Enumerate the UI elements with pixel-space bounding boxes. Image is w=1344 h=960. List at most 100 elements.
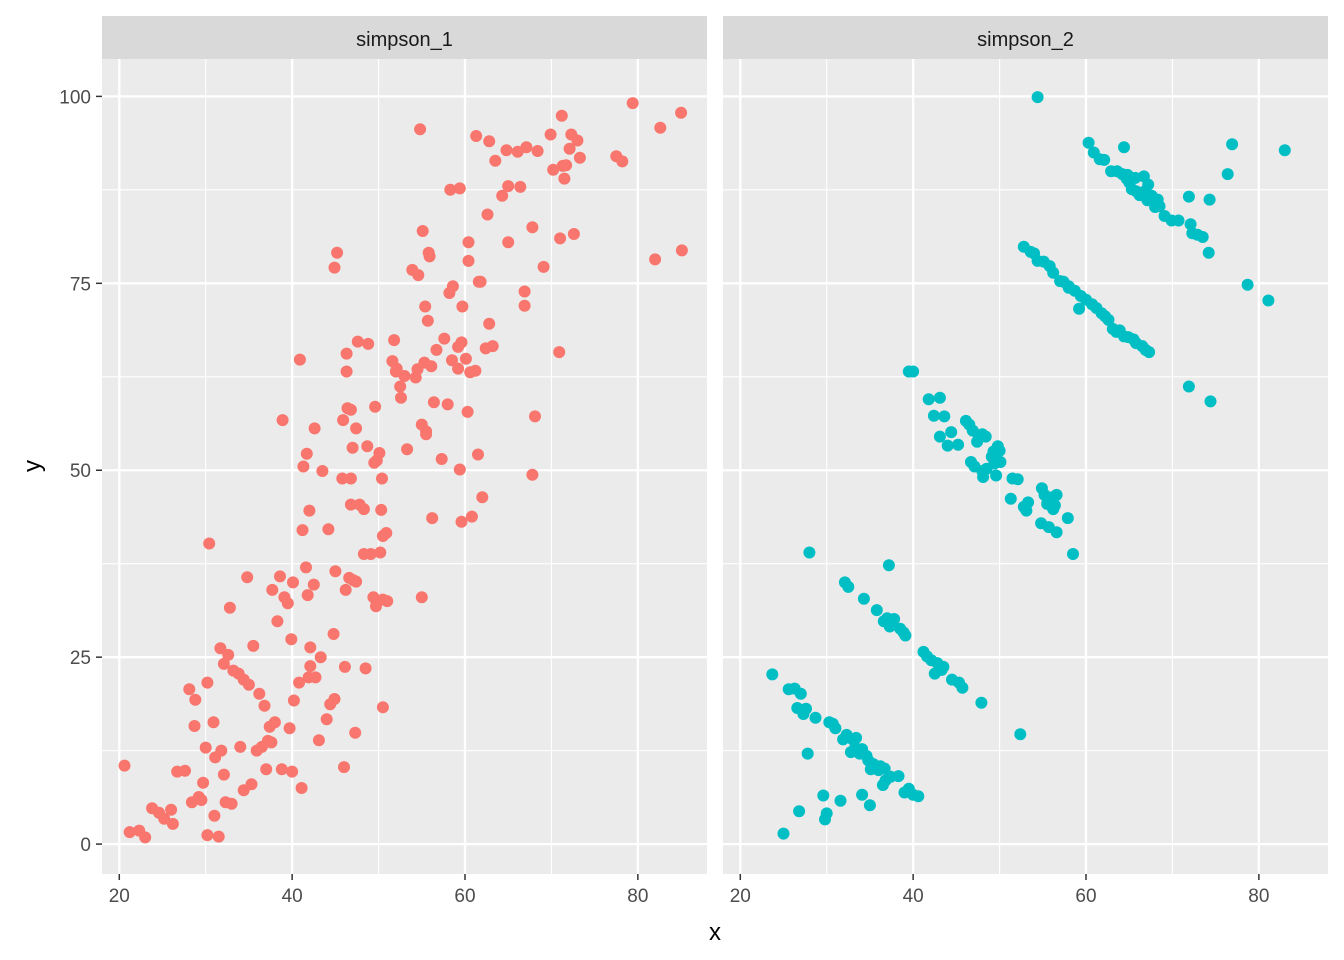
data-point bbox=[1102, 313, 1115, 326]
data-point bbox=[1014, 728, 1027, 741]
data-point bbox=[314, 651, 327, 664]
facet-strip-simpson-2 bbox=[723, 16, 1328, 59]
data-point bbox=[979, 430, 992, 443]
x-tick-label: 80 bbox=[627, 886, 648, 907]
data-point bbox=[446, 280, 459, 293]
data-point bbox=[312, 734, 325, 747]
data-point bbox=[1153, 200, 1166, 213]
data-point bbox=[446, 354, 458, 367]
data-point bbox=[350, 575, 363, 588]
data-point bbox=[834, 794, 847, 807]
data-point bbox=[266, 583, 279, 596]
data-point bbox=[1011, 473, 1024, 486]
data-point bbox=[212, 830, 225, 843]
data-point bbox=[675, 244, 688, 257]
data-point bbox=[320, 713, 333, 726]
data-point bbox=[295, 782, 308, 794]
data-point bbox=[364, 548, 377, 560]
data-point bbox=[1196, 231, 1209, 243]
data-point bbox=[242, 678, 255, 691]
data-point bbox=[375, 503, 388, 516]
data-point bbox=[1067, 548, 1079, 560]
data-point bbox=[544, 128, 557, 141]
data-point bbox=[304, 641, 317, 654]
data-point bbox=[309, 671, 322, 684]
data-point bbox=[208, 809, 221, 822]
data-point bbox=[1022, 496, 1035, 509]
data-point bbox=[301, 589, 314, 602]
data-point bbox=[1050, 526, 1063, 539]
data-point bbox=[1098, 153, 1111, 166]
data-point bbox=[427, 396, 440, 409]
data-point bbox=[225, 797, 238, 810]
data-point bbox=[287, 576, 299, 589]
data-point bbox=[927, 409, 940, 422]
data-point bbox=[518, 285, 531, 298]
data-point bbox=[337, 414, 350, 427]
points-simpson-1 bbox=[118, 97, 688, 844]
x-axis-simpson-1: 20 40 60 80 bbox=[109, 874, 648, 907]
data-point bbox=[329, 565, 342, 578]
data-point bbox=[514, 180, 527, 193]
data-point bbox=[975, 696, 988, 709]
data-point bbox=[203, 537, 216, 550]
data-point bbox=[338, 660, 351, 673]
facet-simpson-1: simpson_1 bbox=[102, 16, 707, 874]
data-point bbox=[456, 300, 469, 313]
data-point bbox=[165, 803, 178, 816]
data-point bbox=[423, 250, 436, 263]
data-point bbox=[560, 159, 573, 172]
data-point bbox=[415, 591, 428, 604]
data-point bbox=[453, 182, 466, 195]
data-point bbox=[554, 232, 567, 245]
data-point bbox=[336, 472, 349, 485]
data-point bbox=[526, 221, 539, 234]
data-point bbox=[571, 134, 584, 147]
data-point bbox=[462, 236, 475, 249]
data-point bbox=[842, 580, 855, 593]
data-point bbox=[217, 657, 230, 670]
data-point bbox=[183, 683, 196, 696]
data-point bbox=[1202, 246, 1215, 259]
data-point bbox=[344, 403, 357, 416]
data-point bbox=[481, 208, 494, 221]
data-point bbox=[285, 633, 298, 646]
data-point bbox=[952, 438, 965, 451]
data-point bbox=[888, 613, 901, 625]
data-point bbox=[247, 639, 260, 652]
panel-background-simpson-2 bbox=[723, 59, 1328, 874]
data-point bbox=[265, 736, 278, 749]
data-point bbox=[573, 151, 586, 164]
data-point bbox=[937, 660, 950, 673]
data-point bbox=[496, 189, 509, 202]
data-point bbox=[1184, 218, 1197, 231]
data-point bbox=[426, 512, 439, 525]
data-point bbox=[197, 776, 210, 789]
facet-strip-label-simpson-2: simpson_2 bbox=[977, 29, 1074, 51]
data-point bbox=[452, 362, 465, 375]
data-point bbox=[654, 121, 667, 134]
data-point bbox=[179, 764, 191, 777]
data-point bbox=[322, 523, 335, 536]
data-point bbox=[339, 583, 352, 596]
data-point bbox=[316, 465, 329, 477]
data-point bbox=[441, 398, 454, 411]
data-point bbox=[941, 439, 954, 452]
data-point bbox=[462, 254, 475, 267]
data-point bbox=[850, 731, 863, 744]
facet-strip-label-simpson-1: simpson_1 bbox=[356, 29, 453, 51]
data-point bbox=[207, 716, 220, 729]
data-point bbox=[438, 332, 451, 345]
data-point bbox=[304, 660, 317, 673]
data-point bbox=[425, 360, 438, 373]
data-point bbox=[414, 123, 427, 136]
y-tick-label: 25 bbox=[70, 648, 91, 669]
data-point bbox=[328, 261, 341, 274]
data-point bbox=[994, 456, 1007, 468]
data-point bbox=[444, 183, 457, 196]
x-tick-label: 60 bbox=[454, 886, 475, 907]
data-point bbox=[1047, 266, 1060, 279]
data-point bbox=[373, 447, 386, 459]
data-point bbox=[870, 604, 883, 617]
data-point bbox=[1048, 499, 1061, 512]
